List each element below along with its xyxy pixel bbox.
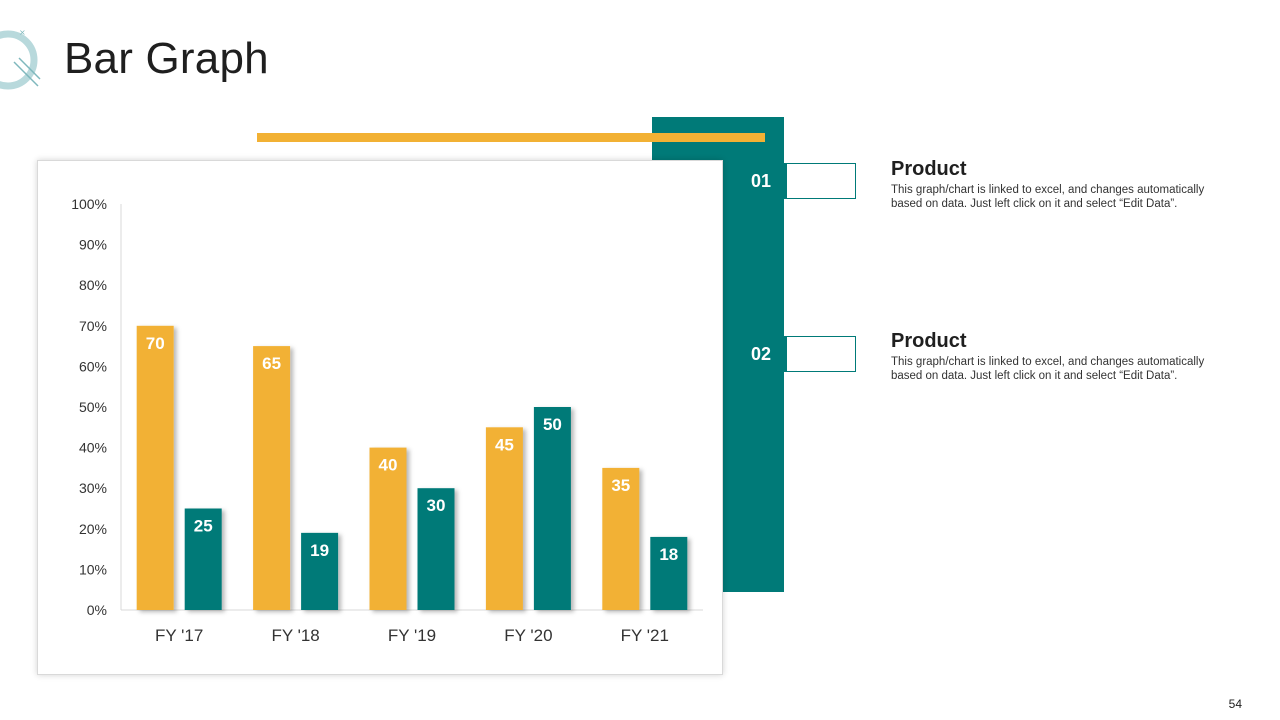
- y-tick-label: 0%: [87, 602, 107, 618]
- bar-data-label: 65: [262, 354, 281, 373]
- chart-card: 0% 10% 20% 30% 40% 50% 60% 70% 80% 90% 100% 70 25 FY …: [37, 160, 723, 675]
- bar-data-label: 18: [659, 545, 678, 564]
- bar: [253, 346, 291, 610]
- svg-text:×: ×: [19, 28, 26, 37]
- bar: [602, 467, 640, 610]
- page-number: 54: [1228, 697, 1242, 711]
- slide-title: Bar Graph: [64, 34, 269, 83]
- bar-data-label: 30: [427, 496, 446, 515]
- item-number-01: 01: [735, 164, 787, 198]
- x-category-label: FY '21: [621, 626, 669, 645]
- bar-data-label: 35: [611, 476, 630, 495]
- y-tick-label: 70%: [79, 318, 107, 334]
- y-tick-label: 30%: [79, 480, 107, 496]
- y-tick-label: 90%: [79, 237, 107, 253]
- bar-chart: 0% 10% 20% 30% 40% 50% 60% 70% 80% 90% 100% 70 25 FY …: [71, 196, 703, 645]
- x-category-label: FY '18: [271, 626, 319, 645]
- bar: [301, 532, 339, 610]
- bar: [485, 427, 523, 610]
- bar: [650, 536, 688, 610]
- bar-data-label: 40: [379, 456, 398, 475]
- gold-accent-line: [257, 133, 765, 142]
- bar-data-label: 45: [495, 435, 514, 454]
- item-title-02: Product: [891, 330, 967, 352]
- bar: [136, 325, 174, 610]
- bar-data-label: 70: [146, 334, 165, 353]
- item-number-box-02: 02: [734, 336, 856, 372]
- bar: [533, 407, 571, 610]
- x-category-label: FY '19: [388, 626, 436, 645]
- item-number-box-01: 01: [734, 163, 856, 199]
- y-tick-label: 20%: [79, 521, 107, 537]
- x-category-label: FY '20: [504, 626, 552, 645]
- logo-mark-icon: ×: [0, 28, 41, 90]
- bar-data-label: 19: [310, 541, 329, 560]
- y-tick-label: 80%: [79, 277, 107, 293]
- item-description-02: This graph/chart is linked to excel, and…: [891, 356, 1205, 382]
- y-tick-label: 60%: [79, 358, 107, 374]
- item-title-01: Product: [891, 158, 967, 180]
- bar-data-label: 50: [543, 415, 562, 434]
- item-number-02: 02: [735, 337, 787, 371]
- item-description-01: This graph/chart is linked to excel, and…: [891, 184, 1205, 210]
- bar: [369, 447, 407, 610]
- bar: [417, 488, 455, 610]
- y-tick-label: 100%: [71, 196, 107, 212]
- y-tick-label: 40%: [79, 440, 107, 456]
- bar-data-label: 25: [194, 517, 213, 536]
- bar: [184, 508, 222, 610]
- x-category-label: FY '17: [155, 626, 203, 645]
- y-tick-label: 10%: [79, 561, 107, 577]
- y-tick-label: 50%: [79, 399, 107, 415]
